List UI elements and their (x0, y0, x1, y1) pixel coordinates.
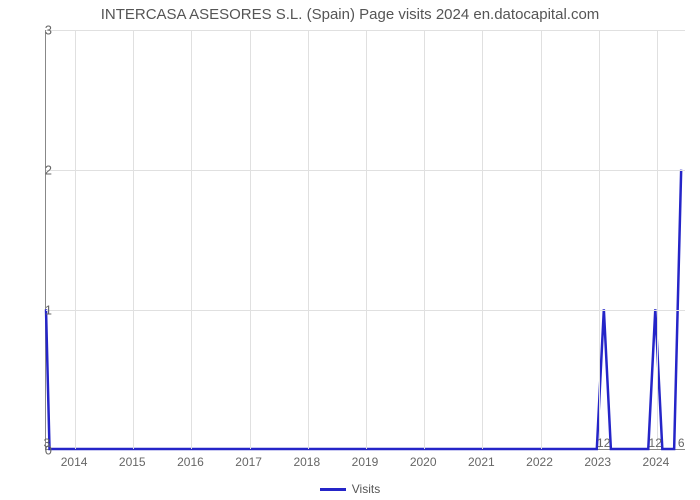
gridline-v (133, 30, 134, 449)
y-tick-label: 3 (45, 23, 52, 38)
x-tick-label: 2024 (643, 455, 670, 469)
x-tick-label: 2022 (526, 455, 553, 469)
legend-swatch (320, 488, 346, 491)
gridline-v (482, 30, 483, 449)
y-tick-label: 1 (45, 303, 52, 318)
gridline-v (250, 30, 251, 449)
data-point-label: 6 (678, 436, 685, 450)
gridline-v (599, 30, 600, 449)
gridline-v (308, 30, 309, 449)
plot-area (45, 30, 685, 450)
x-tick-label: 2014 (61, 455, 88, 469)
y-tick-label: 2 (45, 163, 52, 178)
legend-label: Visits (352, 482, 380, 496)
x-tick-label: 2017 (235, 455, 262, 469)
legend: Visits (0, 482, 700, 496)
x-tick-label: 2021 (468, 455, 495, 469)
gridline-v (191, 30, 192, 449)
data-point-label: 12 (597, 436, 610, 450)
chart-container: INTERCASA ASESORES S.L. (Spain) Page vis… (0, 0, 700, 500)
x-tick-label: 2018 (293, 455, 320, 469)
gridline-v (366, 30, 367, 449)
gridline-v (657, 30, 658, 449)
gridline-v (424, 30, 425, 449)
chart-title: INTERCASA ASESORES S.L. (Spain) Page vis… (0, 6, 700, 23)
gridline-v (75, 30, 76, 449)
x-tick-label: 2016 (177, 455, 204, 469)
x-tick-label: 2023 (584, 455, 611, 469)
x-tick-label: 2020 (410, 455, 437, 469)
data-point-label: 12 (649, 436, 662, 450)
x-tick-label: 2015 (119, 455, 146, 469)
data-point-label: 3 (43, 436, 50, 450)
x-tick-label: 2019 (352, 455, 379, 469)
gridline-v (541, 30, 542, 449)
